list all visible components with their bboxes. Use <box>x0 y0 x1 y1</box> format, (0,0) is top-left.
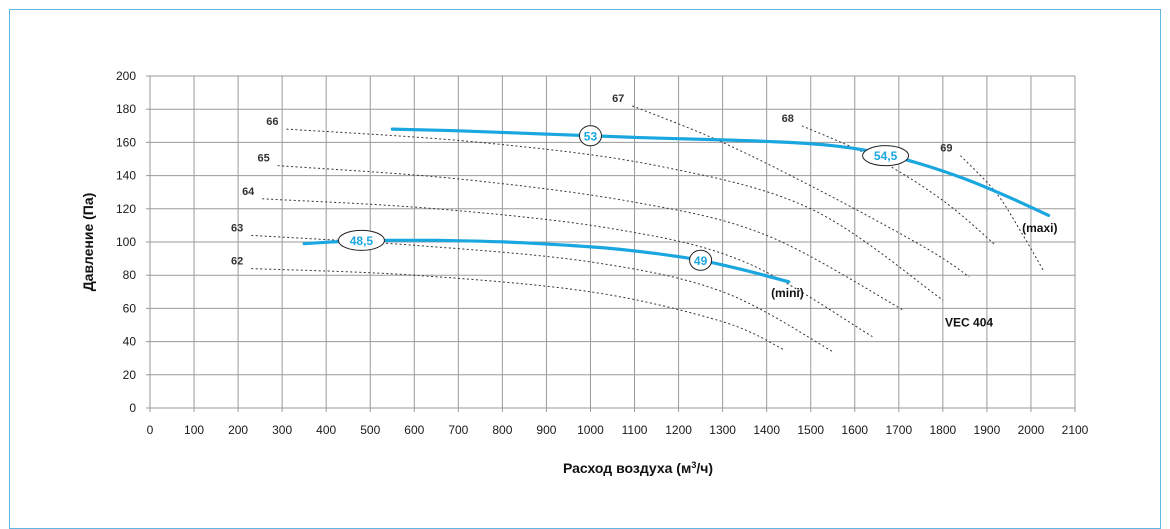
x-tick-label: 1100 <box>622 423 648 437</box>
badge-value: 48,5 <box>350 234 374 248</box>
noise-curve-67 <box>632 105 970 278</box>
y-tick-label: 160 <box>116 135 136 149</box>
noise-curve-label: 66 <box>266 116 278 128</box>
annotations: (maxi) (mini) VEC 404 <box>771 221 1057 330</box>
x-tick-label: 1400 <box>753 423 780 437</box>
x-tick-label: 1000 <box>577 423 604 437</box>
x-axis-title-tail: /ч) <box>696 460 713 476</box>
tick-labels: 0 100 200 300 400 500 600 700 800 900 1000 1100 1200… <box>116 69 1089 437</box>
x-tick-label: 1300 <box>709 423 736 437</box>
x-tick-label: 500 <box>360 423 380 437</box>
badge-value: 54,5 <box>874 149 898 163</box>
y-axis-title: Давление (Па) <box>80 193 96 292</box>
x-tick-label: 200 <box>228 423 248 437</box>
noise-curve-label: 67 <box>612 93 624 105</box>
noise-curve-label: 64 <box>242 186 255 198</box>
noise-curve-64 <box>262 198 873 338</box>
y-tick-label: 60 <box>123 301 137 315</box>
x-tick-label: 1500 <box>797 423 824 437</box>
series-line <box>390 127 1051 217</box>
badges: 53 54,5 48,5 49 <box>337 125 910 271</box>
y-tick-label: 40 <box>123 335 137 349</box>
x-axis-title: Расход воздуха (м3/ч) <box>563 460 713 476</box>
badge-value: 49 <box>694 254 708 268</box>
chart-annotation: (maxi) <box>1022 221 1057 235</box>
noise-curve-label: 65 <box>257 153 269 165</box>
x-tick-label: 1200 <box>665 423 692 437</box>
noise-curve-label: 68 <box>782 113 794 125</box>
noise-curve-62 <box>251 268 785 351</box>
badge-outline <box>689 249 713 271</box>
noise-curve-label: 63 <box>231 222 243 234</box>
noise-curve-66 <box>286 128 944 301</box>
x-tick-label: 700 <box>448 423 468 437</box>
x-axis-title-main: Расход воздуха (м <box>563 460 691 476</box>
y-tick-label: 100 <box>116 235 136 249</box>
y-tick-label: 120 <box>116 202 136 216</box>
noise-curve-label: 62 <box>231 256 243 268</box>
y-tick-label: 20 <box>123 368 137 382</box>
grid <box>146 75 1076 412</box>
x-tick-label: 2000 <box>1018 423 1045 437</box>
x-tick-label: 100 <box>184 423 204 437</box>
y-tick-label: 200 <box>116 69 136 83</box>
noise-curve-63 <box>251 234 833 353</box>
chart-annotation: VEC 404 <box>945 316 993 330</box>
x-tick-label: 400 <box>316 423 336 437</box>
x-tick-label: 300 <box>272 423 292 437</box>
badge-outline <box>337 229 385 251</box>
x-tick-label: 600 <box>404 423 424 437</box>
x-tick-label: 900 <box>536 423 556 437</box>
x-tick-label: 1800 <box>930 423 957 437</box>
series-lines <box>302 127 1051 284</box>
noise-curve-65 <box>277 165 904 311</box>
badge-value: 53 <box>584 129 598 143</box>
y-tick-label: 80 <box>123 268 137 282</box>
badge-outline <box>862 145 910 167</box>
y-tick-label: 140 <box>116 169 136 183</box>
x-axis-title-sup: 3 <box>691 460 696 470</box>
noise-curve-68 <box>801 125 997 246</box>
x-tick-label: 0 <box>147 423 154 437</box>
x-tick-label: 2100 <box>1062 423 1089 437</box>
x-tick-label: 1700 <box>885 423 912 437</box>
badge-outline <box>578 125 602 147</box>
noise-curve-69 <box>960 155 1045 273</box>
y-tick-label: 180 <box>116 102 136 116</box>
x-tick-label: 1600 <box>841 423 868 437</box>
chart-annotation: (mini) <box>771 286 804 300</box>
y-tick-label: 0 <box>129 401 136 415</box>
noise-curves: 62 63 64 65 66 67 68 69 <box>231 93 1045 353</box>
x-tick-label: 800 <box>492 423 512 437</box>
x-tick-label: 1900 <box>974 423 1001 437</box>
noise-curve-label: 69 <box>940 143 952 155</box>
